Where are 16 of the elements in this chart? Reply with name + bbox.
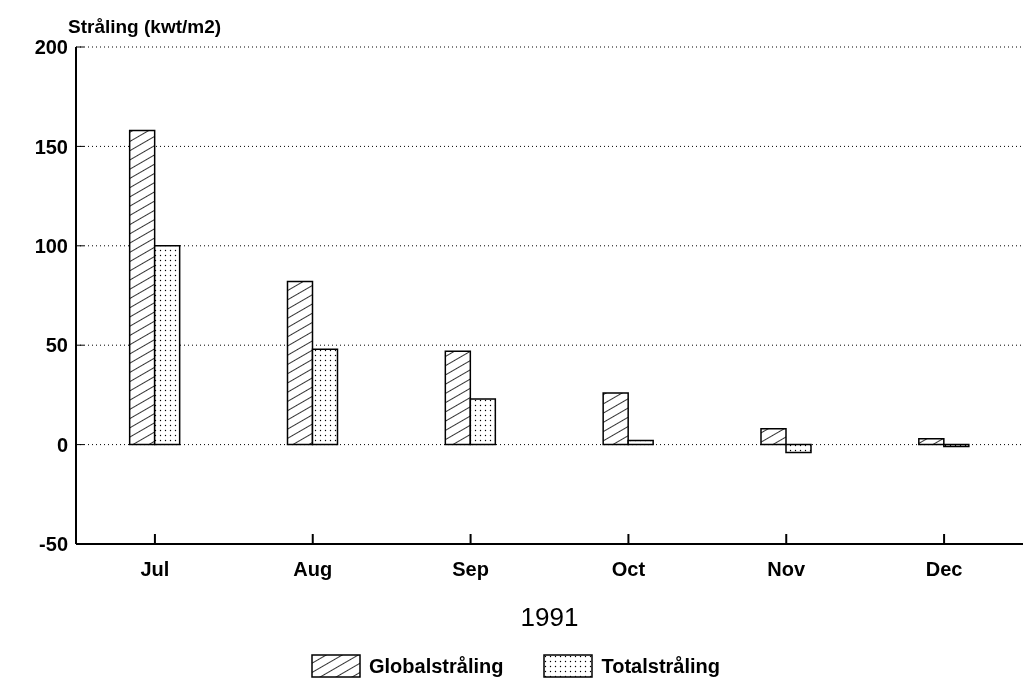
x-tick-label: Dec <box>925 558 963 581</box>
y-tick-label: 0 <box>56 433 68 456</box>
legend-label: Globalstråling <box>368 654 504 678</box>
x-tick-label: Nov <box>767 558 807 581</box>
x-tick-label: Sep <box>452 558 489 581</box>
x-tick-label: Oct <box>611 558 646 581</box>
y-tick-label: 200 <box>34 36 68 59</box>
y-axis-title: Stråling (kwt/m2) <box>68 16 222 38</box>
x-axis-title: 1991 <box>520 602 579 632</box>
y-tick-label: 50 <box>45 334 68 357</box>
x-tick-label: Aug <box>293 558 333 581</box>
y-tick-label: -50 <box>39 533 68 556</box>
x-tick-label: Jul <box>140 558 170 581</box>
legend-label: Totalstråling <box>600 654 720 678</box>
y-tick-label: 150 <box>34 135 68 158</box>
y-tick-label: 100 <box>34 234 68 257</box>
